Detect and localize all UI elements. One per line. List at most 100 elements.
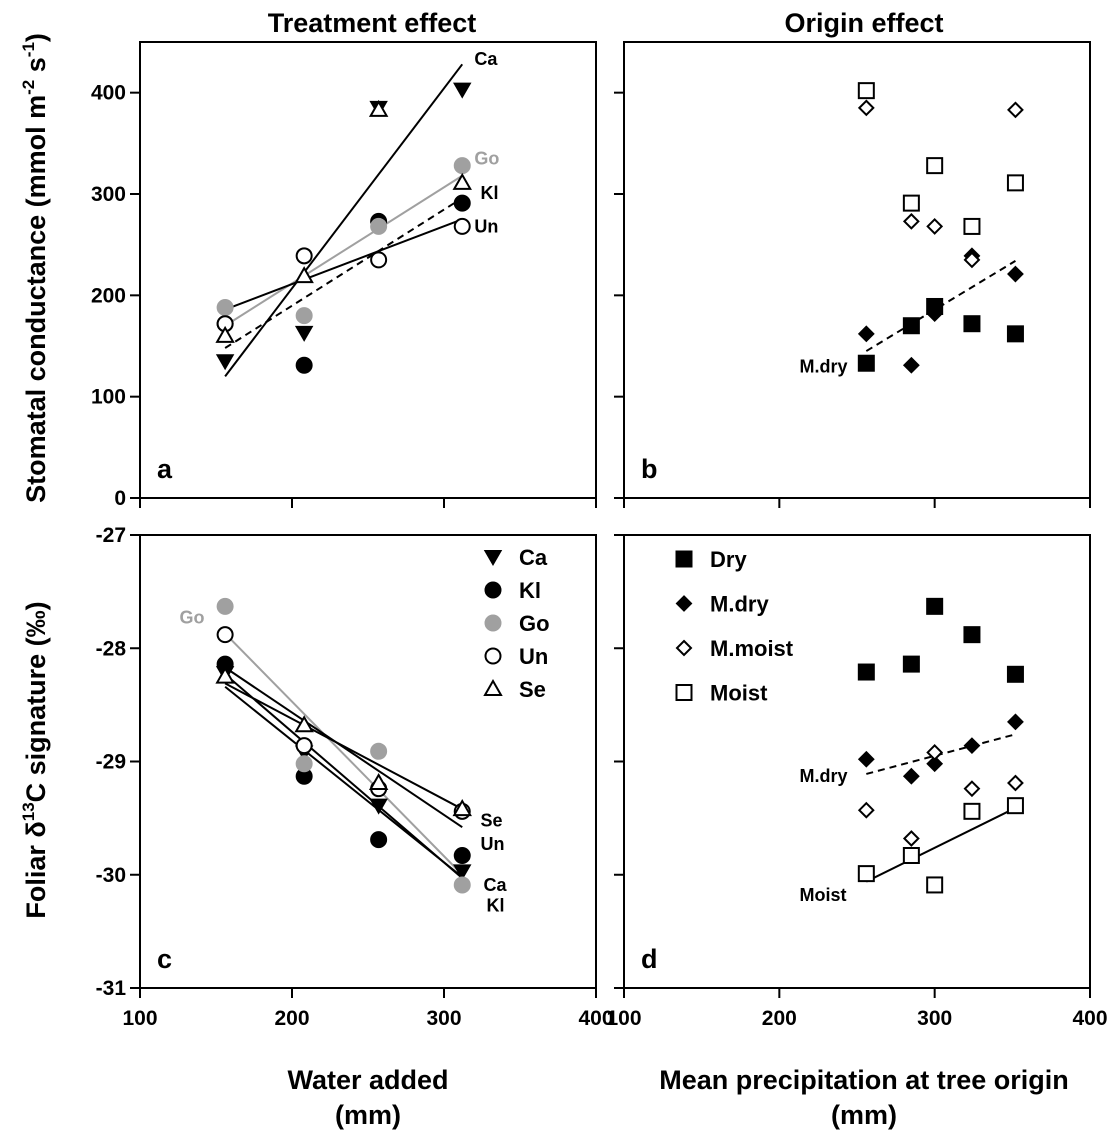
y-title-d13c: Foliar δ13C signature (‰)	[19, 601, 51, 918]
annotation-c-2: Un	[480, 834, 504, 854]
legend-label-d-dry: Dry	[710, 547, 747, 572]
y-tick-label-a-2: 200	[91, 284, 126, 307]
point-d-moist-0	[857, 865, 875, 883]
point-d-mdry-1	[902, 767, 920, 785]
point-b-dry-3	[963, 315, 981, 333]
point-d-dry-0	[857, 663, 875, 681]
point-b-mmoist-0	[857, 99, 875, 117]
x-tick-label-c-3: 400	[578, 1007, 613, 1030]
point-a-se-3	[452, 172, 472, 190]
x-title-right-line2: (mm)	[831, 1100, 897, 1130]
x-tick-label-d-0: 100	[606, 1007, 641, 1030]
point-a-ca-0	[215, 354, 235, 371]
legend-label-d-mmoist: M.moist	[710, 636, 794, 661]
point-d-moist-1	[902, 846, 920, 864]
y-title-sup-13: 13	[19, 802, 38, 821]
point-c-kl-3	[453, 846, 471, 864]
point-b-dry-1	[902, 317, 920, 335]
y-tick-label-c-2: -29	[96, 751, 126, 774]
point-d-mmoist-4	[1007, 774, 1024, 792]
point-d-mdry-3	[963, 737, 981, 755]
point-c-kl-2	[370, 831, 388, 849]
col-title-treatment: Treatment effect	[268, 8, 477, 38]
y-title-d13c-post: C signature (‰)	[21, 601, 51, 802]
legend-marker-c-kl	[484, 581, 502, 599]
y-title-d13c-pre: Foliar δ	[21, 821, 51, 918]
legend-label-c-kl: Kl	[519, 578, 541, 603]
x-title-right-line1: Mean precipitation at tree origin	[659, 1065, 1069, 1095]
point-d-dry-2	[926, 597, 944, 615]
point-b-moist-2	[926, 157, 944, 175]
y-title-s: s	[21, 57, 51, 80]
y-title-conductance: Stomatal conductance (mmol m-2 s-1)	[19, 33, 51, 503]
point-d-mdry-2	[926, 755, 944, 773]
legend-marker-c-un	[484, 647, 502, 665]
annotation-a-2: Kl	[480, 183, 498, 203]
point-c-ca-2	[369, 798, 388, 815]
point-a-kl-3	[453, 194, 471, 212]
panel-a: 0 100 200 300 400 Ca Go Kl Un a	[91, 41, 597, 510]
legend-marker-c-se	[483, 678, 503, 696]
fit-line-a-ca	[224, 63, 464, 378]
point-a-go-1	[295, 307, 313, 325]
legend-marker-d-dry	[675, 550, 693, 568]
y-title-conductance-main: Stomatal conductance (mmol m	[21, 95, 51, 503]
panel-label-b: b	[641, 454, 658, 484]
point-b-dry-4	[1006, 325, 1024, 343]
point-c-un-1	[295, 737, 313, 755]
annotation-c-0: Go	[180, 608, 205, 628]
point-d-mmoist-3	[963, 780, 981, 798]
point-c-se-1	[294, 715, 314, 733]
annotation-d-0: M.dry	[800, 766, 848, 786]
point-b-moist-4	[1006, 174, 1024, 192]
point-c-go-3	[453, 876, 471, 894]
fit-line-c-un	[224, 666, 463, 829]
y-tick-label-c-0: -31	[96, 977, 127, 1000]
point-b-mmoist-3	[963, 251, 981, 269]
annotation-a-3: Un	[474, 216, 498, 236]
legend-marker-d-mdry	[675, 595, 693, 612]
fit-line-a-go	[224, 174, 463, 327]
panel-label-a: a	[157, 454, 173, 484]
point-d-dry-4	[1006, 665, 1024, 683]
point-b-mdry-1	[902, 356, 920, 374]
annotation-c-4: Kl	[487, 895, 505, 915]
point-c-go-1	[295, 755, 313, 773]
legend-marker-d-moist	[675, 684, 693, 701]
panel-label-d: d	[641, 944, 658, 974]
fit-line-c-se	[224, 682, 463, 810]
point-a-se-2	[368, 99, 389, 117]
x-tick-label-c-2: 300	[426, 1007, 461, 1030]
point-d-mdry-0	[857, 750, 875, 768]
point-b-mdry-4	[1007, 265, 1024, 283]
point-a-un-1	[295, 247, 313, 265]
x-tick-label-d-3: 400	[1072, 1007, 1107, 1030]
point-a-go-3	[453, 157, 471, 175]
point-a-kl-1	[295, 356, 313, 374]
plot-frame-d	[623, 534, 1091, 989]
y-tick-label-a-4: 400	[91, 82, 126, 105]
point-c-go-2	[370, 742, 388, 760]
panel-b: M.dry b	[614, 41, 1091, 508]
point-d-dry-1	[902, 655, 920, 673]
point-a-un-3	[453, 217, 471, 235]
annotation-a-1: Go	[474, 149, 499, 169]
point-a-un-2	[370, 251, 388, 269]
point-b-moist-1	[902, 194, 920, 212]
annotation-a-0: Ca	[474, 49, 498, 69]
x-title-left-line2: (mm)	[335, 1100, 401, 1130]
point-d-dry-3	[963, 626, 981, 644]
y-tick-label-a-0: 0	[114, 487, 126, 510]
point-d-mdry-4	[1007, 713, 1024, 731]
y-tick-label-c-1: -30	[96, 864, 126, 887]
x-tick-label-c-0: 100	[122, 1007, 157, 1030]
fit-line-a-un	[224, 218, 463, 311]
y-title-sup-minus1: -1	[19, 42, 38, 57]
legend-label-c-un: Un	[519, 644, 548, 669]
point-c-un-0	[216, 626, 234, 644]
fit-line-c-kl	[224, 673, 463, 879]
point-c-ca-3	[453, 864, 472, 881]
legend-marker-c-ca	[483, 550, 503, 567]
